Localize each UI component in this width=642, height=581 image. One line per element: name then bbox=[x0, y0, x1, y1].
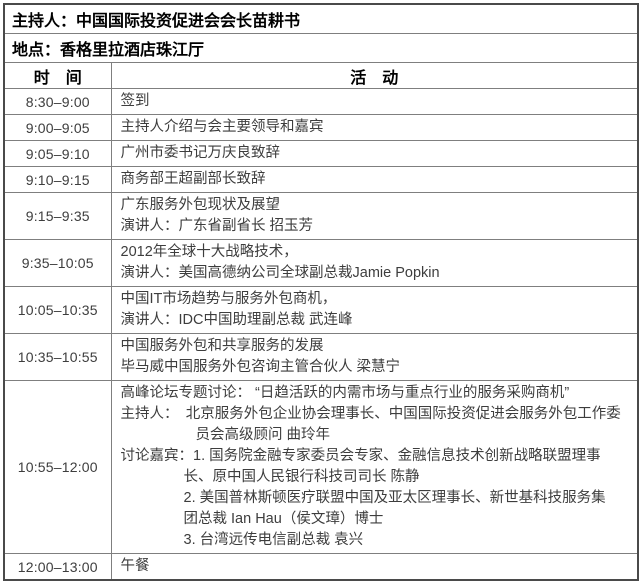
schedule-row: 9:15–9:35 广东服务外包现状及展望 演讲人：广东省副省长 招玉芳 bbox=[3, 192, 639, 240]
activity-cell: 午餐 bbox=[110, 553, 639, 581]
time-cell: 9:05–9:10 bbox=[3, 140, 112, 167]
activity-cell: 商务部王超副部长致辞 bbox=[110, 166, 639, 193]
venue-text: 地点：香格里拉酒店珠江厅 bbox=[3, 33, 639, 63]
activity-line: 3. 台湾远传电信副总裁 袁兴 bbox=[183, 532, 364, 548]
time-cell: 10:35–10:55 bbox=[3, 333, 112, 381]
activity-line: 2012年全球十大战略技术， bbox=[120, 244, 298, 260]
time-cell: 10:55–12:00 bbox=[3, 380, 112, 554]
time-cell: 9:35–10:05 bbox=[3, 239, 112, 287]
moderator-row: 主持人：中国国际投资促进会会长苗耕书 bbox=[3, 3, 639, 34]
activity-line: 毕马威中国服务外包咨询主管合伙人 梁慧宁 bbox=[120, 359, 401, 375]
schedule-row: 9:35–10:05 2012年全球十大战略技术， 演讲人：美国高德纳公司全球副总裁… bbox=[3, 239, 639, 287]
time-cell: 10:05–10:35 bbox=[3, 286, 112, 334]
activity-line: 演讲人：IDC中国助理副总裁 武连峰 bbox=[120, 312, 353, 328]
activity-line: 主持人： 北京服务外包企业协会理事长、中国国际投资促进会服务外包工作委 bbox=[120, 406, 621, 422]
schedule-row: 9:10–9:15 商务部王超副部长致辞 bbox=[3, 166, 639, 193]
activity-line: 主持人介绍与会主要领导和嘉宾 bbox=[120, 119, 324, 135]
activity-cell: 高峰论坛专题讨论： “日趋活跃的内需市场与重点行业的服务采购商机” 主持人： 北京… bbox=[110, 380, 639, 554]
activity-cell: 2012年全球十大战略技术， 演讲人：美国高德纳公司全球副总裁Jamie Popk… bbox=[110, 239, 639, 287]
activity-line: 演讲人：美国高德纳公司全球副总裁Jamie Popkin bbox=[120, 265, 440, 281]
activity-cell: 主持人介绍与会主要领导和嘉宾 bbox=[110, 114, 639, 141]
activity-cell: 中国服务外包和共享服务的发展毕马威中国服务外包咨询主管合伙人 梁慧宁 bbox=[110, 333, 639, 381]
activity-cell: 中国IT市场趋势与服务外包商机， 演讲人：IDC中国助理副总裁 武连峰 bbox=[110, 286, 639, 334]
schedule-row: 8:30–9:00 签到 bbox=[3, 88, 639, 115]
activity-cell: 广东服务外包现状及展望演讲人：广东省副省长 招玉芳 bbox=[110, 192, 639, 240]
activity-line: 中国服务外包和共享服务的发展 bbox=[120, 338, 324, 354]
activity-line: 广州市委书记万庆良致辞 bbox=[120, 145, 281, 161]
schedule-row: 10:05–10:35 中国IT市场趋势与服务外包商机， 演讲人：IDC中国助理副总… bbox=[3, 286, 639, 334]
activity-cell: 广州市委书记万庆良致辞 bbox=[110, 140, 639, 167]
venue-row: 地点：香格里拉酒店珠江厅 bbox=[3, 33, 639, 63]
time-cell: 9:10–9:15 bbox=[3, 166, 112, 193]
activity-line: 午餐 bbox=[120, 558, 150, 574]
schedule-body: 8:30–9:00 签到 9:00–9:05 主持人介绍与会主要领导和嘉宾 9:05–9… bbox=[3, 88, 639, 581]
schedule-row: 10:55–12:00 高峰论坛专题讨论： “日趋活跃的内需市场与重点行业的服务采… bbox=[3, 380, 639, 554]
agenda-table: 主持人：中国国际投资促进会会长苗耕书 地点：香格里拉酒店珠江厅 时 间 活 动 … bbox=[3, 3, 639, 581]
time-cell: 12:00–13:00 bbox=[3, 553, 112, 581]
activity-line: 高峰论坛专题讨论： “日趋活跃的内需市场与重点行业的服务采购商机” bbox=[120, 385, 570, 401]
time-cell: 9:15–9:35 bbox=[3, 192, 112, 240]
activity-line: 讨论嘉宾：1. 国务院金融专家委员会专家、金融信息技术创新战略联盟理事 bbox=[120, 448, 601, 464]
schedule-row: 9:05–9:10 广州市委书记万庆良致辞 bbox=[3, 140, 639, 167]
schedule-row: 9:00–9:05 主持人介绍与会主要领导和嘉宾 bbox=[3, 114, 639, 141]
activity-line: 签到 bbox=[120, 93, 150, 109]
schedule-row: 10:35–10:55 中国服务外包和共享服务的发展 毕马威中国服务外包咨询主管合伙… bbox=[3, 333, 639, 381]
activity-line: 中国IT市场趋势与服务外包商机， bbox=[120, 291, 337, 307]
time-cell: 9:00–9:05 bbox=[3, 114, 112, 141]
activity-line: 演讲人：广东省副省长 招玉芳 bbox=[120, 218, 314, 234]
activity-line: 2. 美国普林斯顿医疗联盟中国及亚太区理事长、新世基科技服务集 bbox=[183, 490, 606, 506]
activity-line: 团总裁 Ian Hau（侯文璋）博士 bbox=[183, 511, 384, 527]
activity-cell: 签到 bbox=[110, 88, 639, 115]
activity-line: 长、原中国人民银行科技司司长 陈静 bbox=[183, 469, 420, 485]
activity-line: 广东服务外包现状及展望 bbox=[120, 197, 281, 213]
column-header-row: 时 间 活 动 bbox=[3, 62, 639, 89]
time-cell: 8:30–9:00 bbox=[3, 88, 112, 115]
activity-line: 商务部王超副部长致辞 bbox=[120, 171, 266, 187]
activity-line: 员会高级顾问 曲玲年 bbox=[195, 427, 331, 443]
moderator-text: 主持人：中国国际投资促进会会长苗耕书 bbox=[3, 3, 639, 34]
time-column-header: 时 间 bbox=[3, 62, 112, 89]
activity-column-header: 活 动 bbox=[110, 62, 639, 89]
schedule-row: 12:00–13:00 午餐 bbox=[3, 553, 639, 581]
